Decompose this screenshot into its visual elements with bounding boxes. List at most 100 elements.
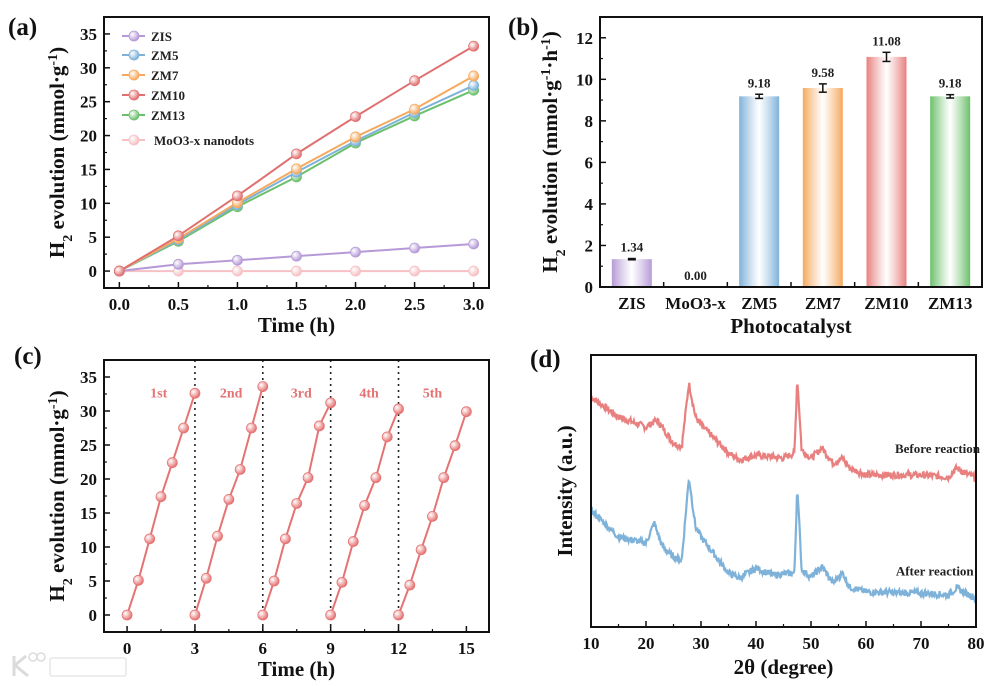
legend-marker [128,134,140,146]
legend-marker [128,69,140,81]
bar [802,88,843,288]
y-tick-label: 5 [89,572,98,591]
data-point [200,572,212,584]
data-point [438,472,450,484]
plot-area [113,40,480,277]
x-axis-title: 2θ (degree) [734,655,834,679]
legend-label: ZIS [151,29,172,44]
y-axis-title-part: -1 [539,69,554,81]
legend-item: ZM5 [122,48,179,63]
value-label: 9.58 [811,65,834,80]
panel-c: (c) 1st 2nd 3rd 4th 5th 0 5 10 15 20 25 30 35 0 3 6 9 12 15… [14,343,490,681]
data-point [359,500,370,511]
legend-item: ZM10 [122,88,185,103]
x-tick-label: 60 [858,634,875,653]
y-tick-label: 0 [89,262,98,281]
y-axis-title-part: Intensity (a.u.) [553,425,577,556]
y-axis-title-part: evolution (mmol·g [45,65,69,235]
data-point [370,472,382,484]
data-point [234,464,246,475]
data-point [468,70,480,82]
data-point [468,80,480,91]
data-point [350,265,361,277]
data-point [173,258,184,270]
cycle-label: 5th [423,386,443,401]
y-tick-label: 0 [89,606,98,625]
data-point [132,574,144,586]
y-axis-title-part: -1 [46,54,61,66]
data-point [189,387,201,399]
y-tick-label: 5 [89,228,98,247]
x-tick-label: 10 [583,634,600,653]
y-axis-title-part: 2 [554,249,569,256]
data-point [350,246,361,258]
data-point [409,265,420,277]
value-label: 1.34 [620,240,643,255]
data-point [409,242,420,254]
y-tick-label: 4 [585,195,594,214]
x-tick-label: 70 [913,634,930,653]
data-point [350,111,361,122]
y-tick-label: 20 [80,470,97,489]
xrd-pattern-after [590,478,977,604]
data-point [232,254,243,266]
x-tick-label: 9 [326,639,335,658]
y-tick-label: 30 [80,59,97,78]
y-tick-label: 10 [576,70,593,89]
x-tick-label: 2.5 [404,295,425,314]
data-point [268,575,280,587]
x-axis-title: Time (h) [258,657,335,681]
data-point [460,406,472,418]
x-tick-label: 2.0 [345,295,366,314]
data-point [178,422,190,434]
y-axis-title: Intensity (a.u.) [553,425,577,556]
data-point [409,75,420,87]
y-axis-title-part: -1 [539,38,554,50]
plot-frame [103,359,490,633]
data-point [468,238,480,250]
bar [866,56,907,287]
data-point [393,609,404,621]
x-tick-label: 3.0 [463,295,484,314]
data-point [223,493,235,505]
y-tick-label: 15 [80,160,97,179]
panel-label: (b) [508,14,539,41]
value-label: 11.08 [872,33,901,48]
plot-frame [103,16,490,289]
x-tick-label: 0 [123,639,132,658]
y-axis-title: H2 evolution (mmol·g-1) [45,390,76,601]
y-tick-label: 30 [80,402,97,421]
x-tick-label: 3 [191,639,200,658]
data-point [393,403,404,415]
data-point [246,422,257,434]
data-point [212,530,223,542]
y-tick-label: 6 [585,153,594,172]
data-point [427,511,438,522]
category-label: ZM5 [741,294,777,313]
cycle-label: 3rd [291,386,312,401]
category-label: ZM13 [928,294,972,313]
y-tick-label: 25 [80,436,97,455]
y-axis-title-part: ) [45,47,69,54]
y-tick-label: 2 [585,236,594,255]
panel-label: (a) [8,14,37,41]
data-point [144,533,156,545]
x-axis-title: Time (h) [258,313,335,337]
y-axis-title-part: H [538,256,562,272]
y-axis-title-part: -1 [46,397,61,409]
legend-marker [128,30,140,42]
value-label: 9.18 [748,75,771,90]
category-label: MoO3-x [665,294,726,313]
series-label: After reaction [896,563,975,578]
category-label: ZM10 [864,294,908,313]
data-point [291,250,302,262]
panel-b: (b) 1.34 0.00 9.18 9.58 11.08 9.18 0 2 4 6 8 10 12 H2 … [508,14,983,338]
data-point [291,265,302,277]
data-point [189,609,201,621]
x-tick-label: 40 [748,634,765,653]
panel-a: (a) 0 5 10 15 20 25 30 35 0.0 0.5 1.0 1.5 2.0 2.5 3.0 H2… [8,14,490,337]
legend-label: ZM5 [151,48,179,63]
y-axis-title-part: ) [45,390,69,397]
y-axis-title-part: H [45,242,69,258]
